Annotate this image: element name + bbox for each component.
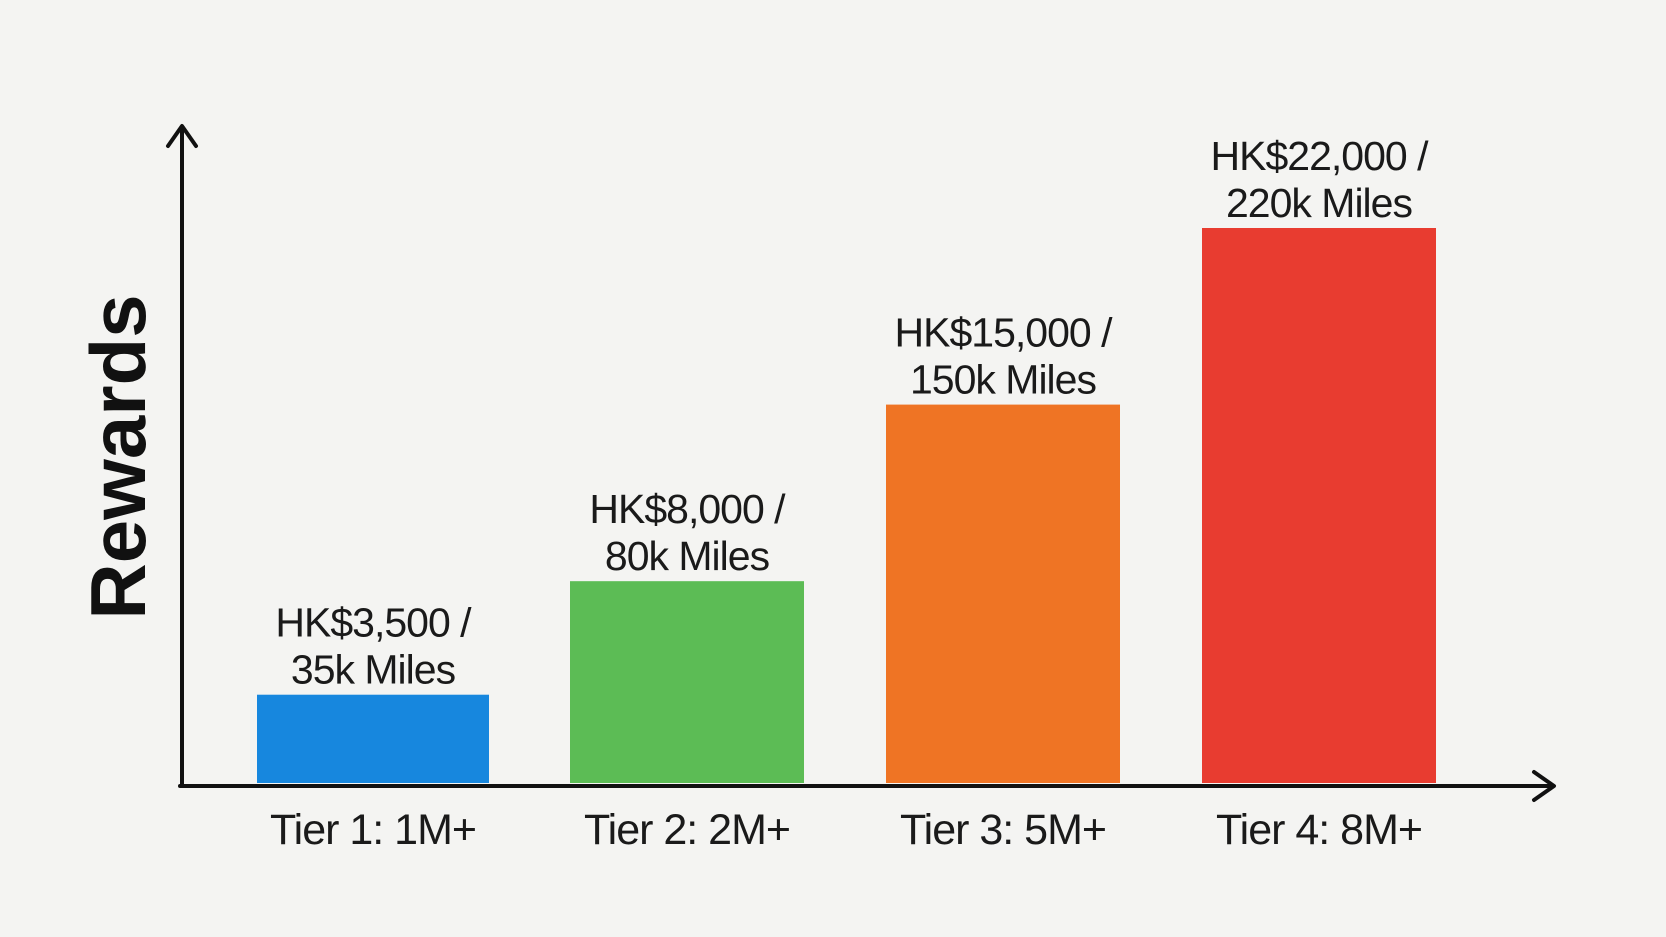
x-tick-label-tier-1: Tier 1: 1M+	[270, 806, 476, 854]
x-tick-label-tier-4: Tier 4: 8M+	[1216, 806, 1422, 854]
x-axis-arrowhead	[1532, 770, 1556, 802]
bar-tier-4	[1202, 228, 1436, 783]
bar-tier-1	[257, 694, 489, 783]
data-label-tier-4-line-2: 220k Miles	[1226, 180, 1412, 226]
data-label-tier-3-line-1: HK$15,000 /	[895, 310, 1114, 356]
data-label-tier-1-line-1: HK$3,500 /	[275, 600, 472, 646]
data-label-tier-4-line-1: HK$22,000 /	[1211, 133, 1430, 179]
x-tick-labels-layer: Tier 1: 1M+ Tier 2: 2M+ Tier 3: 5M+ Tier 4:…	[270, 806, 1423, 854]
data-labels-layer: HK$3,500 /35k Miles HK$8,000 /80k Miles HK…	[275, 133, 1430, 693]
data-label-tier-1-line-2: 35k Miles	[291, 647, 456, 693]
bar-tier-3	[886, 404, 1120, 783]
data-label-tier-2-line-2: 80k Miles	[605, 533, 770, 579]
x-tick-label-tier-3: Tier 3: 5M+	[900, 806, 1106, 854]
bar-tier-2	[570, 581, 804, 783]
y-axis-arrowhead	[166, 124, 198, 148]
y-axis-label: Rewards	[74, 294, 162, 619]
data-label-tier-2-line-1: HK$8,000 /	[589, 486, 786, 532]
x-tick-label-tier-2: Tier 2: 2M+	[584, 806, 790, 854]
data-label-tier-3-line-2: 150k Miles	[910, 357, 1096, 403]
bars-layer	[257, 228, 1436, 783]
